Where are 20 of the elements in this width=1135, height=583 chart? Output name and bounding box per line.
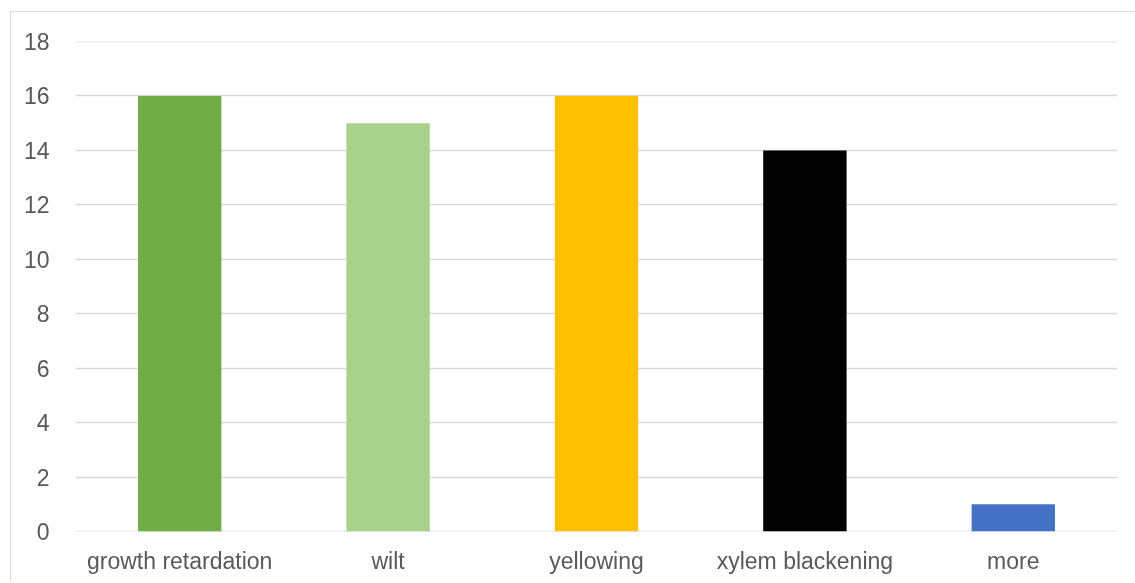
x-tick-label: more	[987, 547, 1040, 574]
y-tick-label: 14	[23, 137, 50, 164]
y-tick-label: 0	[36, 519, 50, 545]
bar	[763, 150, 847, 532]
y-tick-label: 12	[23, 192, 50, 219]
bar	[346, 123, 430, 532]
y-tick-label: 4	[36, 410, 50, 437]
x-tick-label: xylem blackening	[716, 547, 894, 574]
y-tick-label: 10	[23, 246, 50, 273]
y-tick-label: 16	[23, 83, 50, 110]
y-tick-label: 18	[23, 29, 50, 55]
y-tick-label: 6	[36, 355, 50, 382]
x-tick-label: yellowing	[549, 547, 644, 574]
bar	[554, 95, 639, 532]
bar	[971, 504, 1055, 532]
y-tick-label: 2	[36, 464, 50, 491]
bar	[138, 95, 222, 532]
x-tick-label: growth retardation	[87, 547, 273, 574]
x-tick-label: wilt	[370, 547, 406, 574]
y-tick-label: 8	[36, 301, 50, 328]
